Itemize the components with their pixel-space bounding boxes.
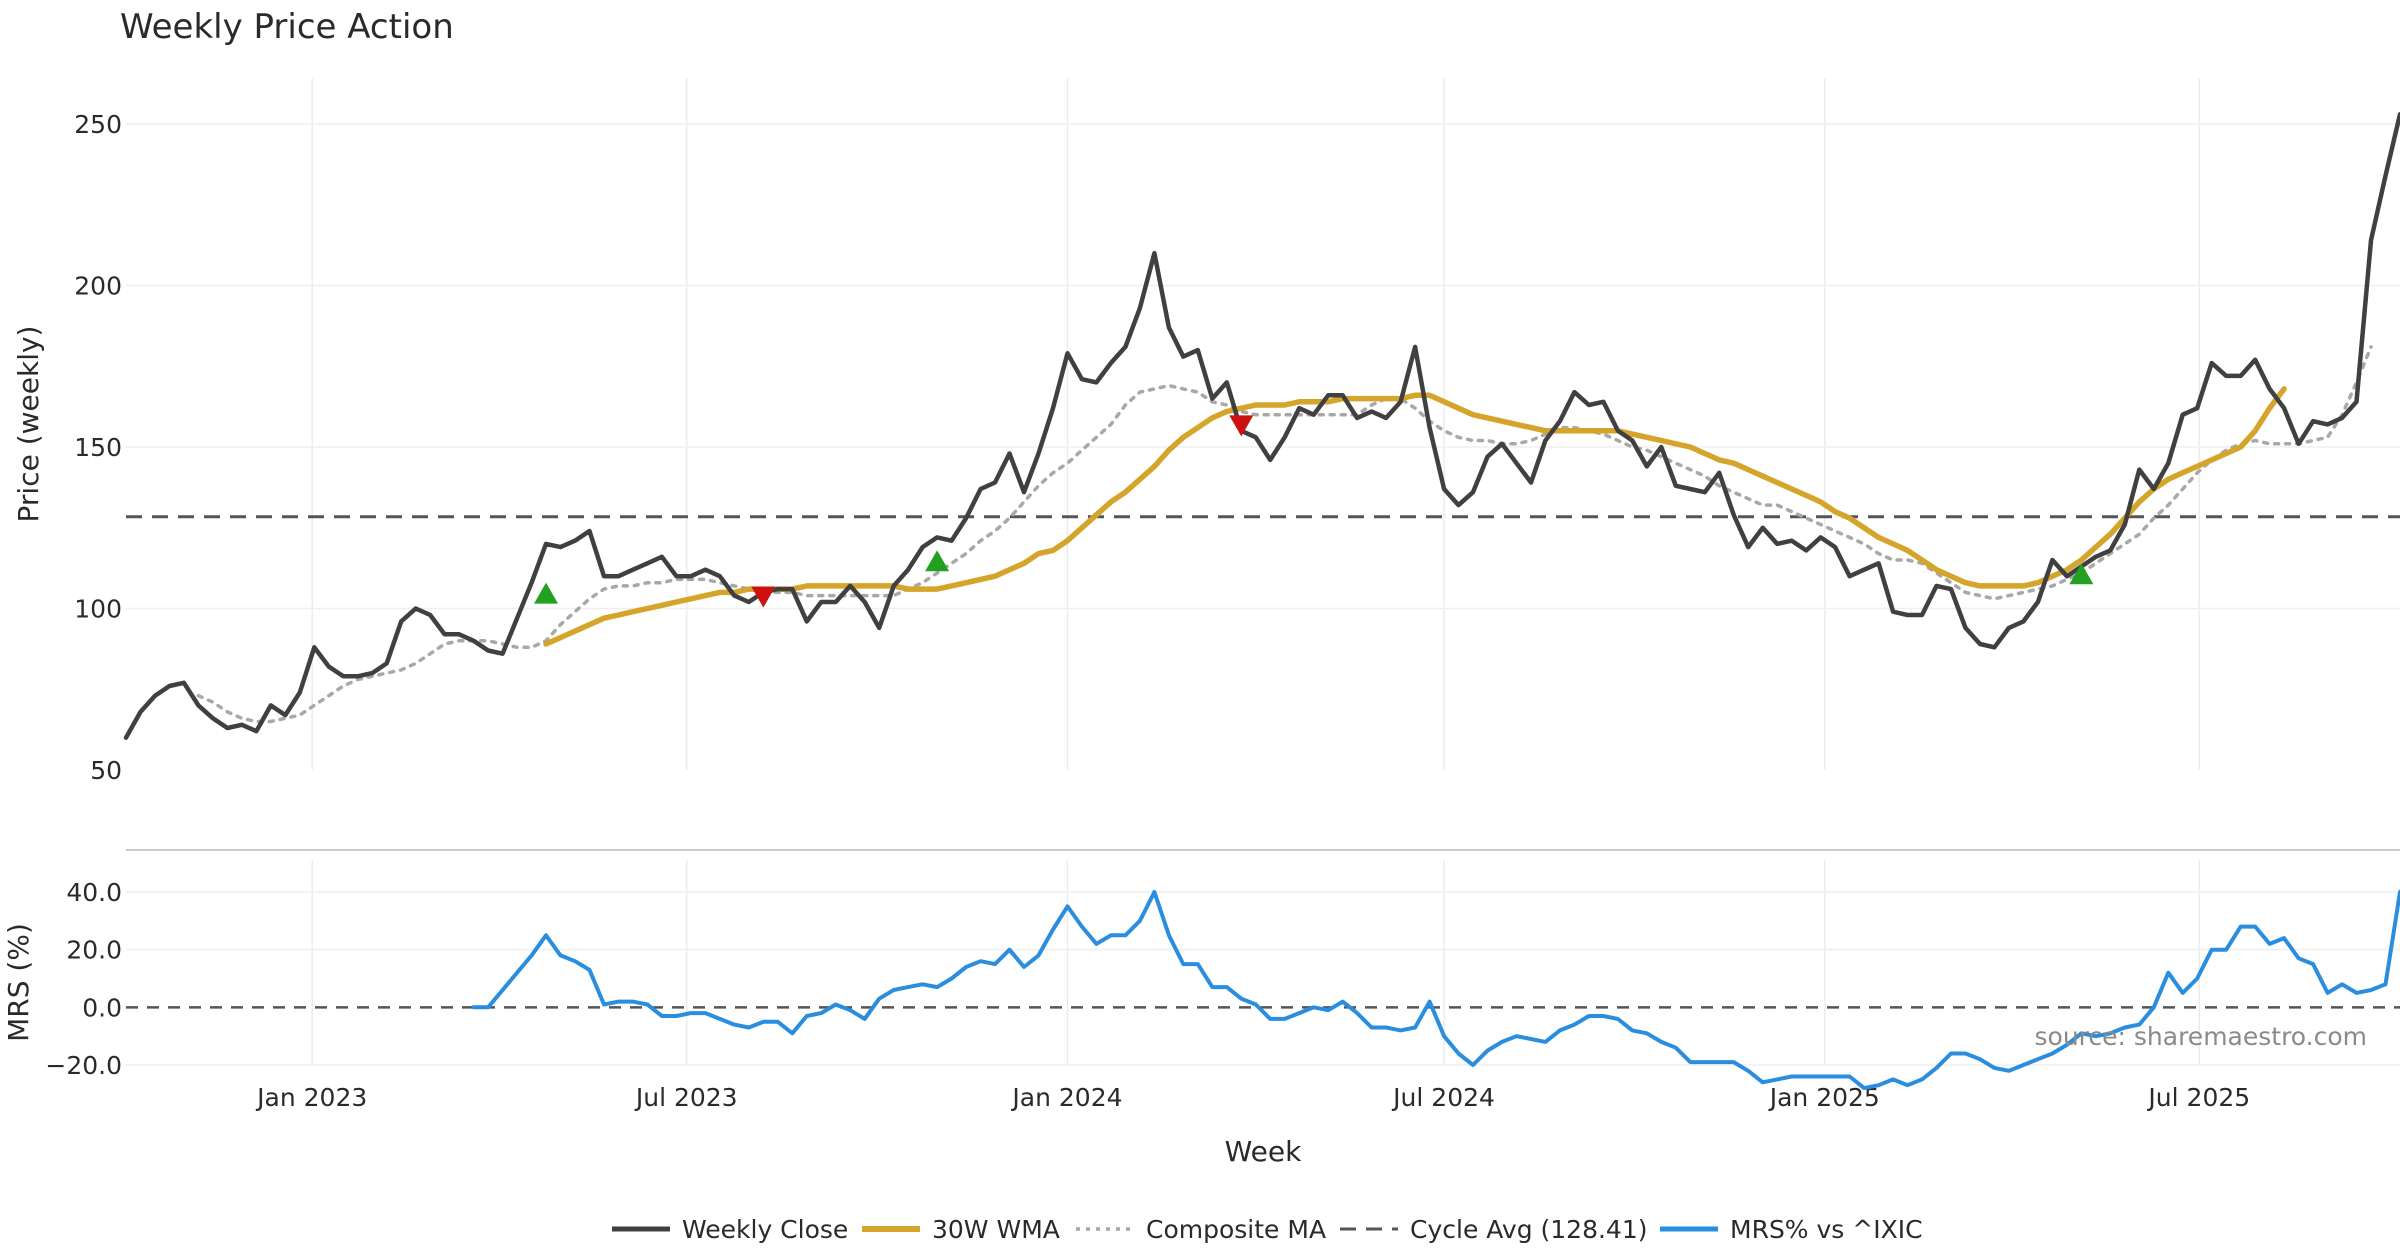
- weekly-close-line: [123, 112, 2400, 740]
- price-y-axis-label: Price (weekly): [12, 326, 45, 523]
- chart-title: Weekly Price Action: [120, 7, 454, 47]
- signal-markers: [534, 415, 2094, 608]
- mrs-line: [471, 889, 2400, 1091]
- x-tick-label: Jan 2023: [255, 1083, 367, 1112]
- legend-cycle-avg: Cycle Avg (128.41): [1340, 1215, 1648, 1244]
- legend-label: Composite MA: [1146, 1215, 1326, 1244]
- buy-signal-marker: [925, 550, 950, 572]
- legend-label: MRS% vs ^IXIC: [1730, 1215, 1923, 1244]
- legend-label: Cycle Avg (128.41): [1410, 1215, 1648, 1244]
- legend-label: 30W WMA: [932, 1215, 1060, 1244]
- wma-30w-line: [543, 386, 2287, 647]
- mrs-y-tick-label: 40.0: [66, 878, 122, 907]
- x-axis-label: Week: [1225, 1135, 1302, 1168]
- mrs-y-axis-label: MRS (%): [2, 923, 35, 1042]
- legend-label: Weekly Close: [682, 1215, 848, 1244]
- x-tick-label: Jan 2024: [1010, 1083, 1122, 1112]
- legend-composite-ma: Composite MA: [1076, 1215, 1326, 1244]
- legend-mrs: MRS% vs ^IXIC: [1660, 1215, 1923, 1244]
- sell-signal-marker: [1229, 415, 1254, 437]
- source-note: source: sharemaestro.com: [2035, 1022, 2368, 1051]
- legend-wma-30w: 30W WMA: [862, 1215, 1060, 1244]
- price-y-tick-label: 50: [90, 756, 122, 785]
- legend-weekly-close: Weekly Close: [612, 1215, 848, 1244]
- buy-signal-marker: [2069, 563, 2094, 585]
- mrs-y-tick-label: 20.0: [66, 936, 122, 965]
- x-tick-label: Jul 2024: [1391, 1083, 1495, 1112]
- price-y-tick-label: 250: [74, 110, 122, 139]
- price-y-tick-label: 100: [74, 595, 122, 624]
- axes: Jan 2023 Jul 2023 Jan 2024 Jul 2024 Jan 2025…: [2, 110, 2400, 1112]
- mrs-y-tick-label: −20.0: [45, 1051, 122, 1080]
- mrs-y-tick-label: 0.0: [82, 993, 122, 1022]
- series: [123, 112, 2400, 1091]
- price-y-tick-label: 150: [74, 433, 122, 462]
- sell-signal-marker: [751, 586, 776, 608]
- price-y-tick-label: 200: [74, 272, 122, 301]
- x-tick-label: Jul 2025: [2146, 1083, 2250, 1112]
- composite-ma-line: [196, 345, 2373, 724]
- buy-signal-marker: [534, 582, 559, 604]
- x-tick-label: Jul 2023: [634, 1083, 738, 1112]
- legend: Weekly Close 30W WMA Composite MA Cycle Avg…: [612, 1215, 1923, 1244]
